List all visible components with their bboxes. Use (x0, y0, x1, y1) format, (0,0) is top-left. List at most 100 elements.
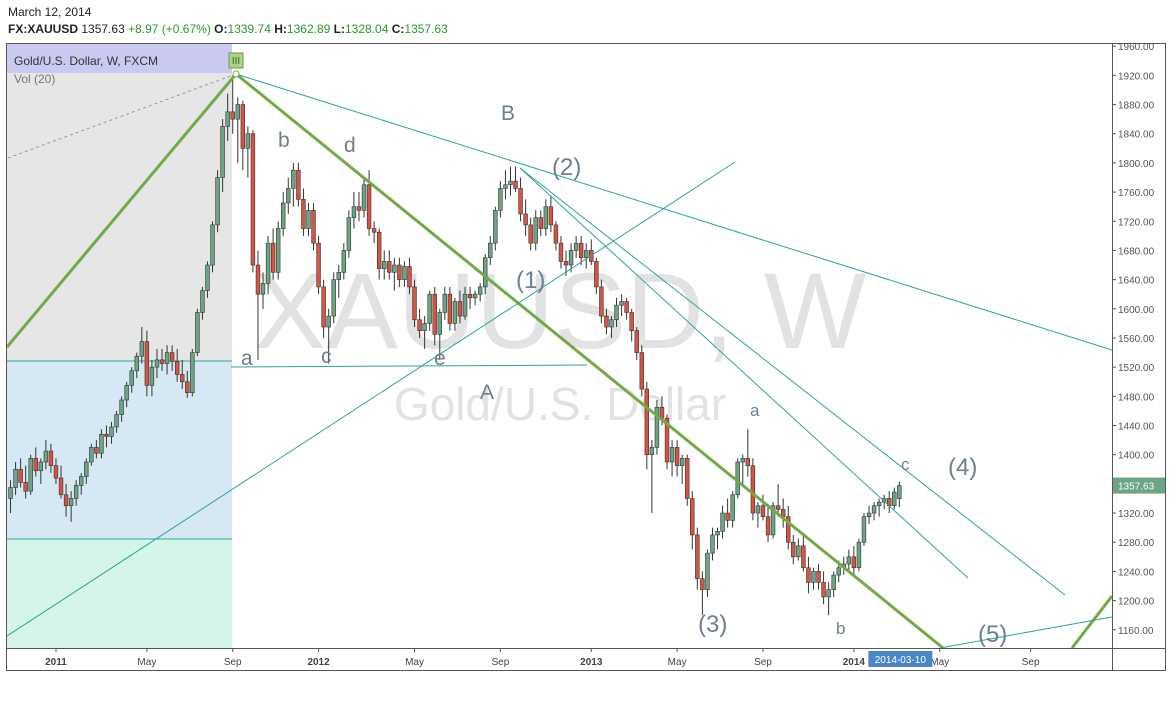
candle-body (488, 242, 493, 259)
open-label: O: (214, 22, 228, 36)
candle-body (331, 279, 336, 317)
candle-body (432, 293, 437, 335)
x-tick-label: May (405, 657, 424, 668)
candle-body (644, 388, 650, 455)
candle-body (563, 261, 569, 266)
x-tick-label: 2012 (307, 657, 330, 668)
candle-body (851, 556, 857, 569)
candle-body (18, 468, 23, 483)
candle-body (154, 359, 160, 368)
candle-body (351, 206, 357, 218)
candle-body (821, 582, 826, 598)
candle-body (265, 242, 271, 284)
plot-area: XAUUSD, W Gold/U.S. Dollar (7, 44, 1112, 648)
candle-body (387, 261, 392, 273)
candles (8, 75, 902, 616)
candle-body (715, 530, 720, 536)
legend-indicator: Vol (20) (14, 72, 55, 86)
candle-body (700, 578, 705, 590)
candle-body (609, 319, 614, 328)
wave-label: (5) (978, 621, 1007, 648)
last-price-tag (1113, 477, 1165, 494)
y-tick-label: 1920.00 (1118, 71, 1155, 82)
candle-body (180, 374, 185, 383)
candle-body (528, 224, 533, 244)
candle-body (336, 272, 341, 280)
candle-body (457, 301, 463, 317)
candle-body (538, 217, 543, 229)
candle-body (240, 104, 246, 149)
watermark-name: Gold/U.S. Dollar (394, 378, 726, 430)
candle-body (33, 458, 38, 472)
wave-marker-box (228, 52, 244, 69)
header-date: March 12, 2014 (8, 5, 92, 19)
candle-body (53, 465, 59, 479)
candle-body (174, 361, 180, 375)
x-tick-label: 2011 (45, 657, 67, 668)
candle-body (892, 491, 897, 507)
wave-label: (4) (948, 454, 977, 481)
candle-body (523, 213, 528, 226)
y-tick-label: 1840.00 (1118, 130, 1155, 141)
chart-border (6, 43, 1166, 671)
high-value: 1362.89 (286, 22, 331, 36)
wave-label: b (278, 129, 290, 152)
y-tick-label: 1480.00 (1118, 392, 1155, 403)
high-label: H: (274, 22, 287, 36)
wave-label: (1) (516, 267, 545, 294)
candle-body (876, 501, 882, 507)
candle-body (255, 264, 261, 295)
y-tick-label: 1240.00 (1118, 567, 1155, 578)
wave-line (235, 72, 944, 648)
candle-body (750, 465, 756, 514)
candle-body (654, 406, 660, 448)
low-value: 1328.04 (344, 22, 389, 36)
candle-body (407, 266, 412, 288)
candle-body (366, 184, 372, 229)
candle-body (89, 447, 94, 463)
candle-body (467, 293, 473, 299)
candle-body (134, 355, 139, 372)
candle-body (685, 458, 690, 499)
candle-body (786, 516, 791, 543)
crosshair-date-tag (868, 651, 933, 667)
header-quote: FX:XAUUSD 1357.63 +8.97 (+0.67%) O:1339.… (8, 21, 448, 38)
x-tick-label: Sep (224, 657, 242, 668)
candle-body (649, 447, 655, 455)
candle-body (306, 210, 311, 229)
candle-body (291, 169, 296, 189)
candle-body (442, 293, 448, 313)
open-value: 1339.74 (227, 22, 271, 36)
candle-body (129, 370, 134, 386)
candle-body (397, 264, 402, 280)
candle-body (230, 111, 235, 120)
wave-label: A (480, 381, 494, 404)
candle-body (316, 242, 321, 288)
candle-body (210, 224, 215, 266)
candle-body (770, 505, 776, 536)
candle-body (811, 571, 816, 583)
candle-body (215, 177, 220, 226)
candle-body (791, 541, 796, 558)
candle-body (831, 574, 836, 590)
candle-body (775, 505, 781, 510)
y-tick-label: 1560.00 (1118, 334, 1155, 345)
candle-body (28, 458, 33, 492)
x-tick-label: 2013 (580, 657, 603, 668)
candle-body (43, 450, 49, 463)
candle-body (84, 461, 89, 477)
candle-body (493, 210, 498, 244)
candle-body (669, 447, 675, 463)
candle-body (371, 228, 377, 233)
wave-label: a (750, 401, 760, 420)
candle-body (690, 498, 695, 536)
last-price-label: 1357.63 (1118, 482, 1155, 493)
candle-body (437, 312, 442, 335)
candle-body (710, 534, 715, 554)
candle-body (225, 111, 230, 127)
candle-body (205, 264, 210, 291)
candle-body (341, 250, 347, 273)
candle-body (659, 406, 665, 419)
